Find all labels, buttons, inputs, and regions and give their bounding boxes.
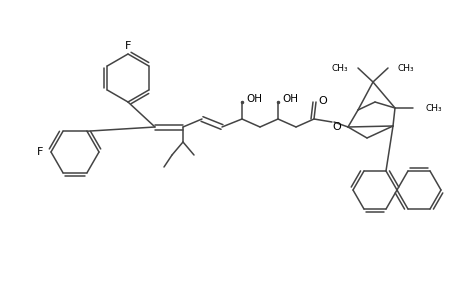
Text: CH₃: CH₃ [425,103,442,112]
Text: F: F [37,147,43,157]
Text: OH: OH [246,94,262,104]
Text: CH₃: CH₃ [330,64,347,73]
Text: CH₃: CH₃ [397,64,414,73]
Text: O: O [318,96,327,106]
Text: F: F [124,41,131,51]
Text: O: O [332,122,341,132]
Text: OH: OH [281,94,297,104]
